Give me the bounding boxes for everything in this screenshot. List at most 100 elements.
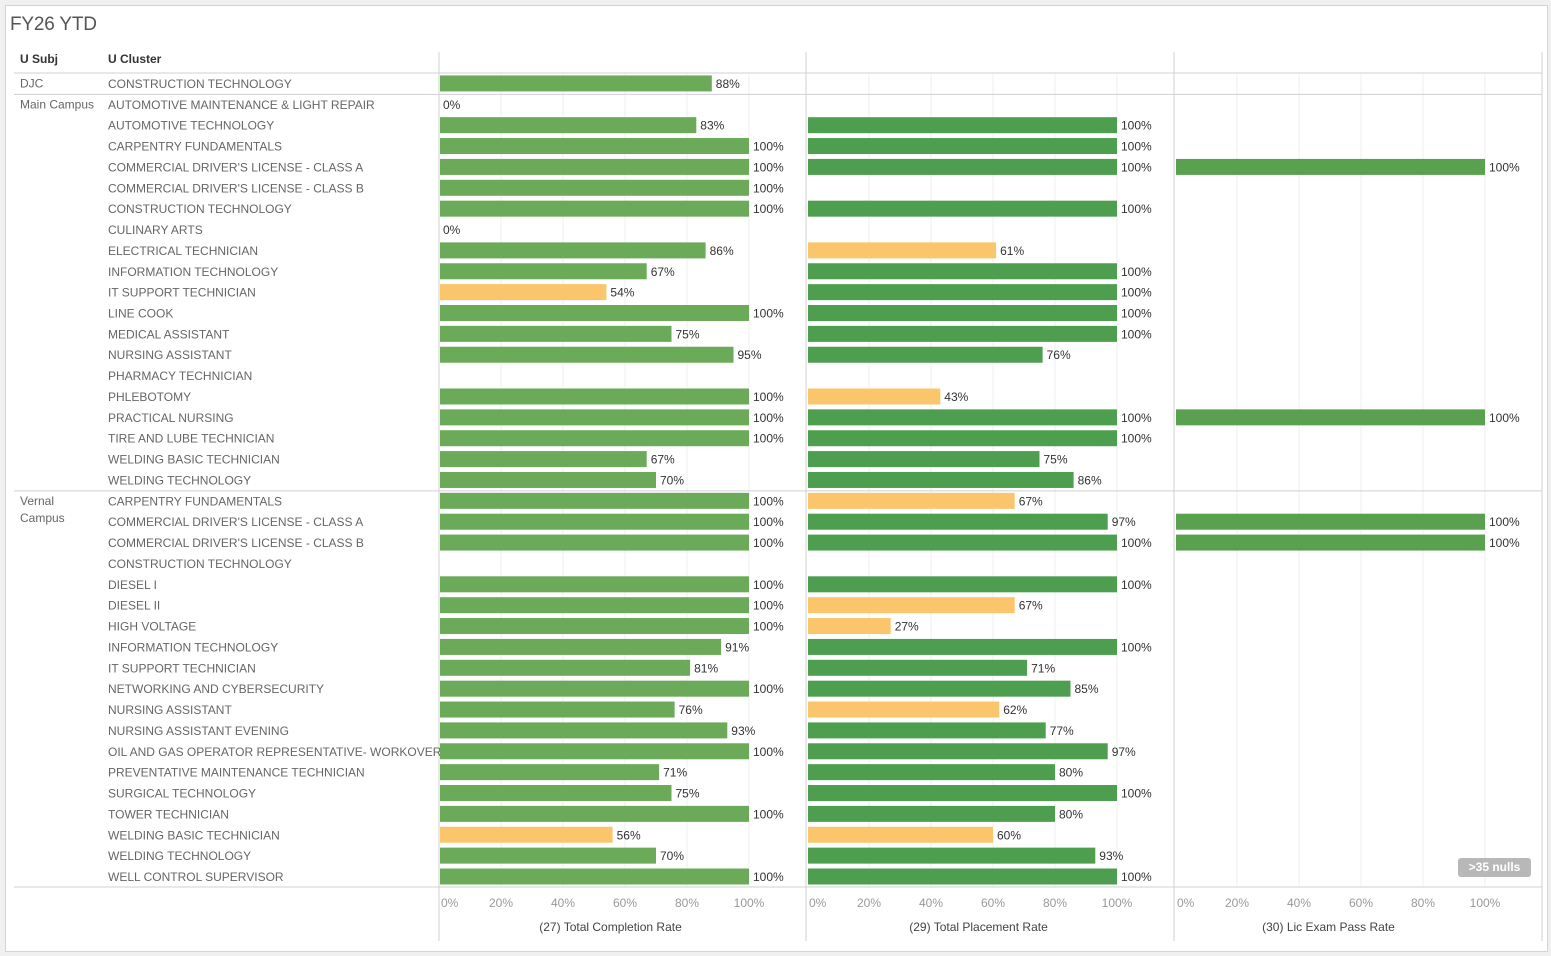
cluster-label: DIESEL I (108, 578, 157, 592)
subj-label: Main Campus (20, 97, 94, 111)
bar-placement (808, 430, 1117, 447)
bar-placement (808, 158, 1117, 175)
bar-placement (808, 534, 1117, 551)
value-label-completion: 93% (731, 724, 755, 738)
bar-completion (440, 346, 734, 363)
bar-placement (808, 388, 941, 405)
nulls-indicator-badge[interactable]: >35 nulls (1458, 858, 1531, 877)
value-label-completion: 100% (753, 181, 784, 195)
cluster-label: WELDING BASIC TECHNICIAN (108, 828, 280, 842)
bar-completion (440, 743, 749, 760)
page-title: FY26 YTD (10, 14, 97, 35)
axis-tick-label: 40% (1287, 896, 1311, 910)
value-label-completion: 100% (753, 745, 784, 759)
axis-tick-label: 60% (981, 896, 1005, 910)
cluster-label: LINE COOK (108, 307, 173, 321)
cluster-label: TOWER TECHNICIAN (108, 807, 229, 821)
axis-tick-label: 0% (441, 896, 459, 910)
cluster-label: COMMERCIAL DRIVER'S LICENSE - CLASS B (108, 181, 364, 195)
bar-placement (808, 346, 1043, 363)
axis-title: (29) Total Placement Rate (909, 920, 1048, 934)
bar-placement (808, 409, 1117, 426)
cluster-label: WELL CONTROL SUPERVISOR (108, 870, 284, 884)
axis-tick-label: 40% (551, 896, 575, 910)
cluster-label: AUTOMOTIVE TECHNOLOGY (108, 119, 274, 133)
value-label-placement: 97% (1112, 515, 1136, 529)
bar-completion (440, 513, 749, 530)
value-label-placement: 100% (1121, 307, 1152, 321)
value-label-placement: 100% (1121, 787, 1152, 801)
bar-completion (440, 764, 660, 781)
cluster-label: WELDING BASIC TECHNICIAN (108, 453, 280, 467)
bar-placement (808, 701, 1000, 718)
bar-completion (440, 826, 613, 843)
axis-tick-label: 100% (1102, 896, 1133, 910)
value-label-completion: 100% (753, 411, 784, 425)
value-label-placement: 100% (1121, 640, 1152, 654)
bar-placement (808, 325, 1117, 342)
axis-tick-label: 60% (1349, 896, 1373, 910)
cluster-label: ELECTRICAL TECHNICIAN (108, 244, 258, 258)
cluster-label: NURSING ASSISTANT EVENING (108, 724, 289, 738)
value-label-completion: 71% (663, 766, 687, 780)
bar-completion (440, 179, 749, 196)
cluster-label: SURGICAL TECHNOLOGY (108, 787, 256, 801)
value-label-placement: 97% (1112, 745, 1136, 759)
axis-tick-label: 0% (809, 896, 827, 910)
value-label-completion: 83% (700, 119, 724, 133)
value-label-placement: 100% (1121, 286, 1152, 300)
bar-placement (808, 868, 1117, 885)
value-label-completion: 76% (679, 703, 703, 717)
cluster-label: CONSTRUCTION TECHNOLOGY (108, 77, 292, 91)
bar-placement (808, 471, 1074, 488)
axis-tick-label: 20% (1225, 896, 1249, 910)
bar-placement (808, 263, 1117, 280)
value-label-completion: 100% (753, 515, 784, 529)
value-label-licexam: 100% (1489, 160, 1520, 174)
bar-placement (808, 284, 1117, 301)
value-label-placement: 80% (1059, 766, 1083, 780)
value-label-completion: 67% (651, 453, 675, 467)
cluster-label: MEDICAL ASSISTANT (108, 327, 230, 341)
value-label-completion: 100% (753, 536, 784, 550)
bar-placement (808, 618, 891, 635)
axis-tick-label: 100% (1470, 896, 1501, 910)
header-u-subj: U Subj (20, 52, 58, 66)
bar-completion (440, 75, 712, 92)
value-label-placement: 67% (1019, 494, 1043, 508)
subj-label: Vernal (20, 494, 54, 508)
axis-tick-label: 0% (1177, 896, 1195, 910)
cluster-label: CONSTRUCTION TECHNOLOGY (108, 202, 292, 216)
value-label-placement: 71% (1031, 661, 1055, 675)
bar-completion (440, 305, 749, 322)
axis-title: (27) Total Completion Rate (539, 920, 682, 934)
value-label-completion: 100% (753, 390, 784, 404)
subj-label: Campus (20, 511, 65, 525)
subj-label: DJC (20, 77, 44, 91)
value-label-placement: 100% (1121, 119, 1152, 133)
cluster-label: CARPENTRY FUNDAMENTALS (108, 494, 282, 508)
cluster-label: PREVENTATIVE MAINTENANCE TECHNICIAN (108, 766, 365, 780)
value-label-completion: 100% (753, 307, 784, 321)
cluster-label: CARPENTRY FUNDAMENTALS (108, 140, 282, 154)
bar-completion (440, 263, 647, 280)
value-label-placement: 76% (1047, 348, 1071, 362)
bar-placement (808, 451, 1040, 468)
bar-placement (808, 492, 1015, 509)
value-label-completion: 100% (753, 140, 784, 154)
value-label-completion: 95% (738, 348, 762, 362)
bar-completion (440, 701, 675, 718)
bar-completion (440, 451, 647, 468)
cluster-label: PHLEBOTOMY (108, 390, 191, 404)
axis-tick-label: 40% (919, 896, 943, 910)
cluster-label: WELDING TECHNOLOGY (108, 849, 251, 863)
cluster-label: IT SUPPORT TECHNICIAN (108, 661, 256, 675)
value-label-completion: 100% (753, 682, 784, 696)
value-label-completion: 67% (651, 265, 675, 279)
bar-placement (808, 847, 1096, 864)
bar-completion (440, 158, 749, 175)
value-label-completion: 100% (753, 578, 784, 592)
axis-tick-label: 20% (857, 896, 881, 910)
bar-placement (808, 117, 1117, 134)
